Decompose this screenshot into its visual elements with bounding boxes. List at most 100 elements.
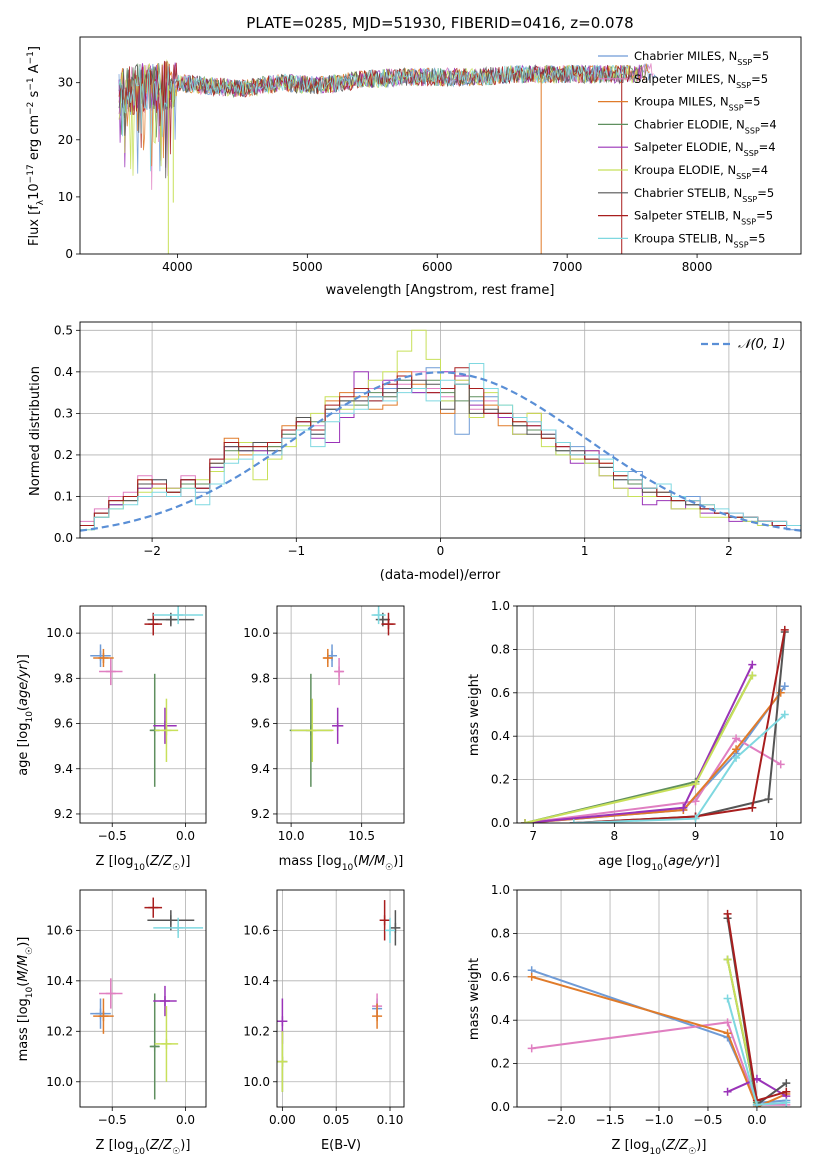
- y-tick-label: 9.6: [54, 717, 73, 731]
- spectrum-ylabel-part: −17: [26, 164, 36, 183]
- spectrum-ylabel-part: 10: [27, 183, 42, 200]
- weight-vs-age-xlabel: age [log10(age/yr)]: [598, 854, 720, 873]
- spectrum-frame: [79, 36, 802, 255]
- data-point: [691, 814, 700, 823]
- y-tick-label: 10.0: [243, 1075, 270, 1089]
- mass-vs-Z-xlabel: Z [log10(Z/Z☉)]: [96, 1138, 191, 1157]
- age-vs-mass-xlabel-part: M/M: [358, 854, 385, 869]
- weight-vs-age-xlabel-part: 10: [651, 863, 663, 873]
- residuals-frame: [79, 321, 802, 539]
- x-tick-label: 2: [725, 544, 733, 558]
- age-vs-Z-ylabel-part: )]: [16, 654, 31, 664]
- data-point: [521, 819, 530, 823]
- data-point: [148, 619, 159, 630]
- data-point: [723, 1029, 732, 1038]
- y-tick-label: 20: [58, 133, 73, 147]
- legend-entry-name: Chabrier ELODIE, N: [634, 117, 745, 131]
- legend-entry-value: =4: [751, 163, 768, 177]
- x-tick-label: −1.5: [595, 1113, 624, 1127]
- data-point: [752, 1100, 761, 1107]
- mass-vs-Z-ylabel-part: mass [log: [16, 998, 31, 1061]
- age-vs-Z-xlabel-part: Z/Z: [149, 854, 173, 869]
- weight-vs-Z-xlabel-part: 10: [649, 1147, 661, 1157]
- y-tick-label: 0.0: [54, 531, 73, 545]
- x-tick-label: 5000: [292, 260, 323, 274]
- data-point: [149, 1041, 160, 1052]
- legend-entry-subscript: SSP: [744, 149, 759, 158]
- data-point: [780, 710, 789, 719]
- mass-vs-ebv-xlabel: E(B-V): [321, 1138, 361, 1153]
- weight-vs-age-xlabel-part: age [log: [598, 854, 651, 869]
- legend-entry: Salpeter MILES, NSSP=5: [634, 72, 768, 90]
- x-tick-label: −1.0: [644, 1113, 673, 1127]
- mass_vs_Z-axes: −0.5 0.0 10.0 10.2 10.4 10.6: [46, 890, 206, 1127]
- y-tick-label: 0.0: [491, 1100, 510, 1114]
- data-point: [723, 1087, 732, 1096]
- age-vs-Z-xlabel-part: )]: [180, 854, 190, 869]
- spectrum-line: [118, 64, 627, 172]
- data-point: [390, 922, 401, 933]
- data-point: [385, 925, 396, 936]
- legend-entry-name: Kroupa MILES, N: [634, 95, 729, 109]
- data-point: [165, 915, 176, 926]
- weight-vs-age-xlabel-part: (: [663, 854, 668, 869]
- data-point: [723, 909, 732, 918]
- spectrum-ylabel-part: Flux [f: [27, 205, 42, 246]
- age_vs_mass-frame: [276, 605, 405, 824]
- x-tick-label: 6000: [422, 260, 453, 274]
- weight_vs_Z-frame: [516, 889, 802, 1108]
- data-point: [322, 652, 333, 663]
- y-tick-label: 10.4: [243, 974, 270, 988]
- data-point: [569, 819, 578, 823]
- y-tick-label: 9.2: [54, 807, 73, 821]
- legend-entry-subscript: SSP: [742, 194, 757, 203]
- mass_vs_ebv-plot: [277, 900, 401, 1092]
- mass-vs-Z-ylabel-part: ☉: [25, 947, 35, 955]
- data-point: [527, 972, 536, 981]
- y-tick-label: 0.0: [491, 816, 510, 830]
- age-vs-mass-xlabel-part: mass [log: [279, 854, 342, 869]
- data-point: [161, 725, 172, 736]
- age_vs_Z-plot: [90, 606, 204, 787]
- y-tick-label: 0.1: [54, 489, 73, 503]
- legend-entry-subscript: SSP: [745, 126, 760, 135]
- y-tick-label: 0.8: [491, 926, 510, 940]
- data-point: [723, 955, 732, 964]
- x-tick-label: −2.0: [546, 1113, 575, 1127]
- age-vs-Z-ylabel-part: age/yr: [16, 663, 31, 706]
- y-tick-label: 30: [58, 76, 73, 90]
- data-point: [327, 650, 338, 661]
- data-point: [723, 1018, 732, 1027]
- mass-vs-Z-ylabel-part: (: [16, 982, 31, 987]
- spectrum-ylabel-part: −2: [26, 102, 36, 115]
- x-tick-label: 9: [692, 829, 700, 843]
- data-point: [732, 745, 741, 754]
- x-tick-label: 8: [611, 829, 619, 843]
- y-tick-label: 10.6: [46, 923, 73, 937]
- weight-line: [524, 737, 782, 823]
- x-tick-label: 0.0: [176, 829, 195, 843]
- weight-vs-Z-xlabel-part: Z [log: [612, 1138, 650, 1153]
- legend-entry: Chabrier MILES, NSSP=5: [634, 49, 769, 67]
- weight-line: [531, 1021, 787, 1106]
- weight-vs-age-ylabel: mass weight: [467, 674, 482, 756]
- spectrum-ylabel-part: A: [27, 64, 42, 77]
- age-vs-Z-ylabel-part: age [log: [16, 723, 31, 776]
- y-tick-label: 9.6: [251, 717, 270, 731]
- legend-entry-subscript: SSP: [729, 103, 744, 112]
- data-point: [691, 797, 700, 806]
- legend-entry-value: =5: [756, 209, 773, 223]
- x-tick-label: 1: [581, 544, 589, 558]
- x-tick-label: −1: [287, 544, 305, 558]
- y-tick-label: 0.6: [491, 686, 510, 700]
- legend-entry-value: =4: [759, 140, 776, 154]
- legend-entry: 𝒩(0, 1): [738, 337, 785, 352]
- y-tick-label: 1.0: [491, 883, 510, 897]
- weight-vs-Z-xlabel-part: )]: [696, 1138, 706, 1153]
- legend-entry: Kroupa MILES, NSSP=5: [634, 95, 760, 113]
- spectrum-ylabel-part: erg cm: [27, 115, 42, 164]
- weight-vs-Z-xlabel: Z [log10(Z/Z☉)]: [612, 1138, 707, 1157]
- x-tick-label: −0.5: [98, 1113, 127, 1127]
- legend-entry-name: Chabrier MILES, N: [634, 49, 737, 63]
- legend-entry-subscript: SSP: [741, 217, 756, 226]
